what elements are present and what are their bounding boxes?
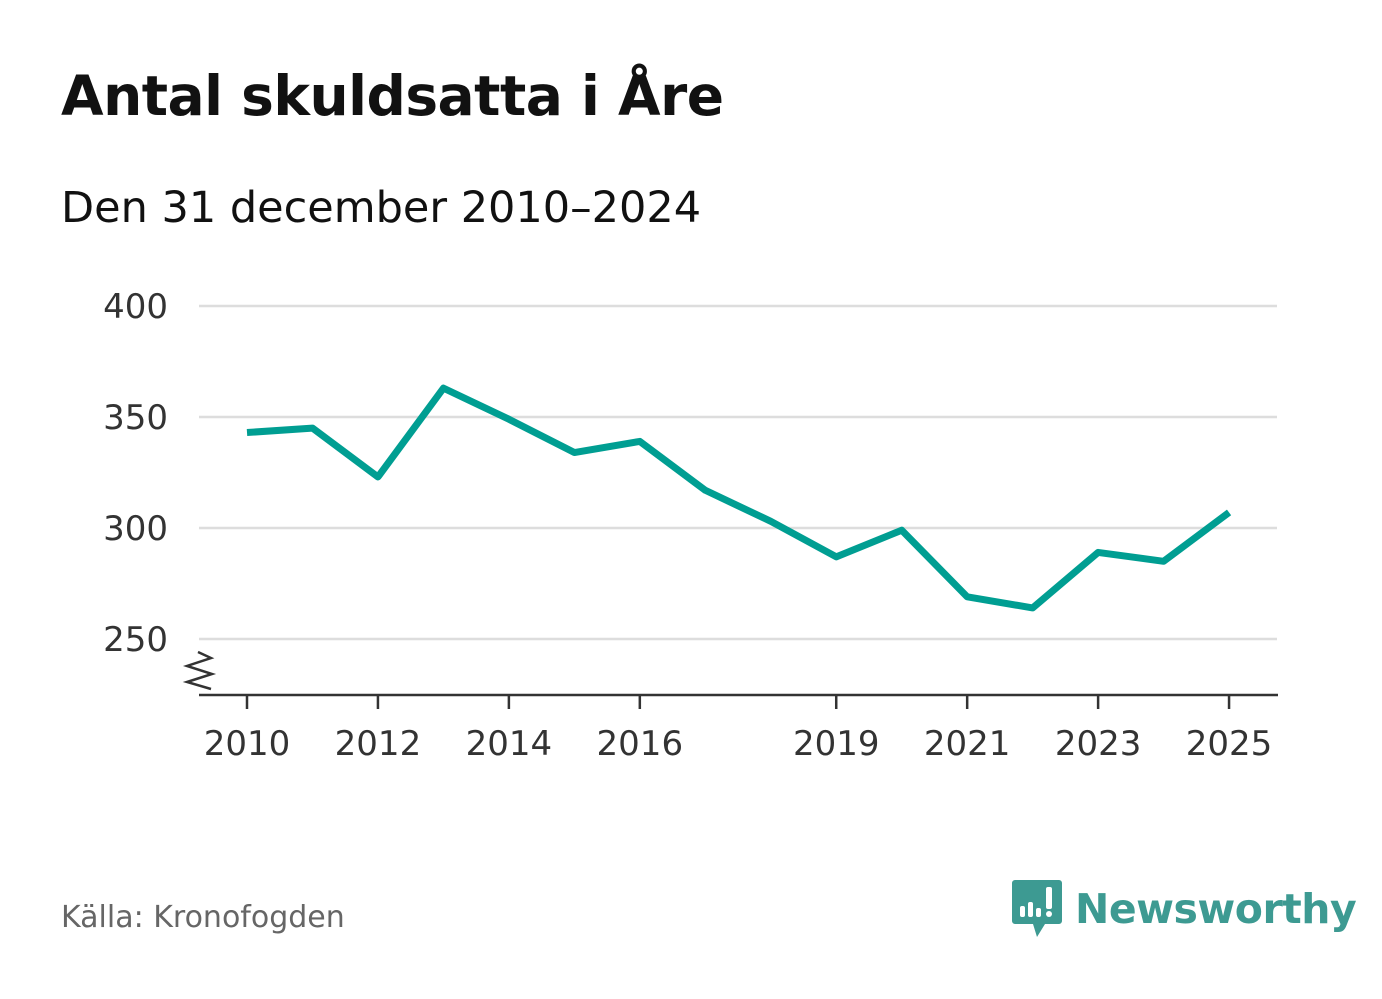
brand-name: Newsworthy [1075, 885, 1357, 933]
x-tick-label: 2014 [466, 724, 553, 764]
axis-break-icon [182, 650, 217, 691]
newsworthy-logo: Newsworthy [1011, 878, 1357, 940]
x-tick-label: 2019 [793, 724, 880, 764]
x-tick-label: 2025 [1186, 724, 1273, 764]
series-line [246, 384, 1232, 612]
source-note: Källa: Kronofogden [61, 900, 345, 935]
y-tick-label: 400 [103, 287, 168, 327]
x-tick-label: 2012 [335, 724, 422, 764]
y-tick-label: 250 [103, 620, 168, 660]
x-tick-label: 2010 [204, 724, 291, 764]
newsworthy-logo-icon [1012, 880, 1062, 937]
y-tick-label: 300 [103, 509, 168, 549]
x-tick-label: 2021 [924, 724, 1011, 764]
x-tick-label: 2016 [597, 724, 684, 764]
y-tick-label: 350 [103, 398, 168, 438]
chart-subtitle: Den 31 december 2010–2024 [61, 183, 702, 233]
chart-title: Antal skuldsatta i Åre [61, 64, 724, 128]
x-tick-label: 2023 [1055, 724, 1142, 764]
